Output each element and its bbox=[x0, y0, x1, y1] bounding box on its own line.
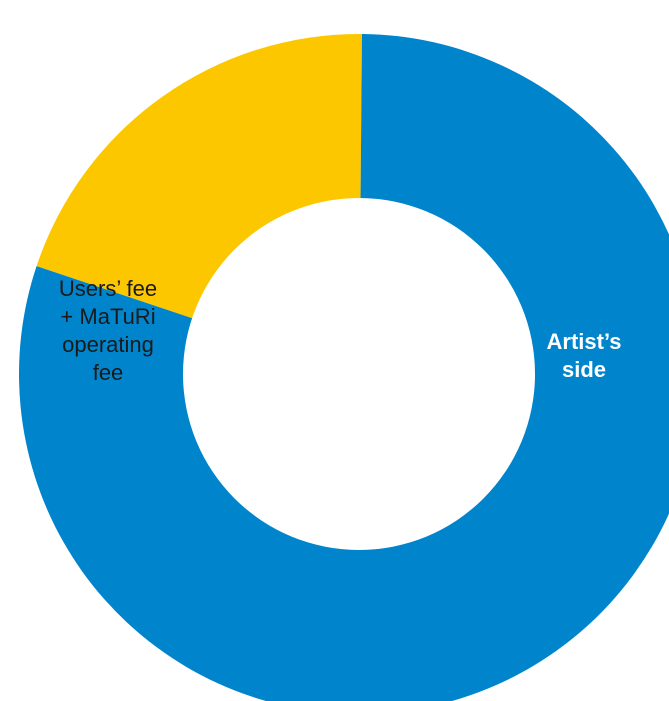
slice-labels: Users’ fee + MaTuRi operating fee Artist’s si… bbox=[59, 276, 622, 385]
slice-label-line: + MaTuRi bbox=[60, 304, 155, 329]
slice-label-line: side bbox=[562, 357, 606, 382]
slice-label-1: Users’ fee + MaTuRi operating fee bbox=[59, 276, 157, 385]
slice-label-line: fee bbox=[93, 360, 124, 385]
slice-label-2: Artist’s side bbox=[547, 329, 622, 382]
slice-label-line: Users’ fee bbox=[59, 276, 157, 301]
donut-hole bbox=[183, 198, 535, 550]
pie-slice-2 bbox=[19, 34, 669, 701]
slice-label-line: operating bbox=[62, 332, 154, 357]
slice-label-line: Artist’s bbox=[547, 329, 622, 354]
